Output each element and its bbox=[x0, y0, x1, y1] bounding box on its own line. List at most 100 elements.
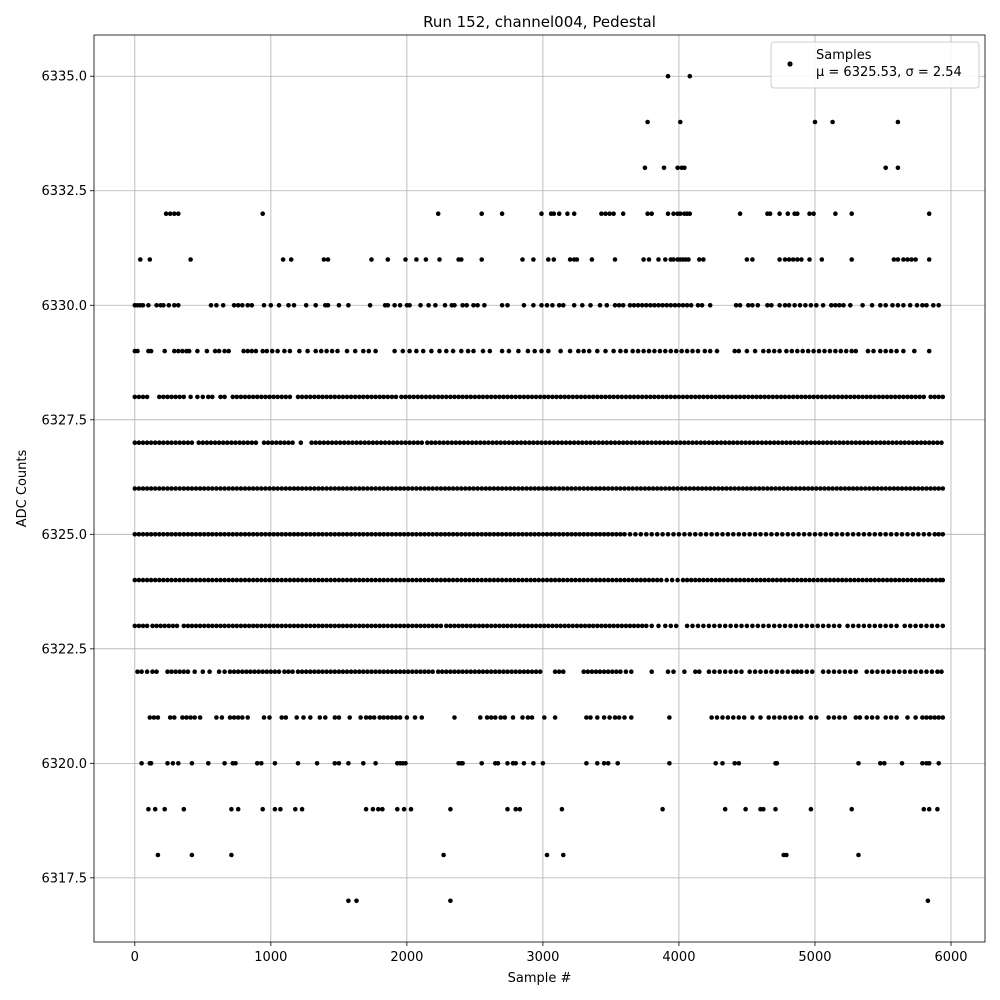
data-point bbox=[185, 669, 191, 674]
data-point bbox=[537, 669, 543, 674]
plot-frame bbox=[93, 34, 986, 943]
data-point bbox=[864, 394, 869, 400]
data-point bbox=[346, 761, 351, 766]
data-point bbox=[703, 486, 709, 491]
data-point bbox=[607, 623, 612, 629]
data-point bbox=[792, 440, 797, 446]
data-point bbox=[619, 623, 625, 629]
data-point bbox=[565, 486, 570, 491]
data-point bbox=[932, 715, 937, 720]
data-point bbox=[324, 394, 329, 400]
data-point bbox=[230, 532, 236, 537]
data-point bbox=[856, 623, 861, 629]
data-point bbox=[172, 211, 177, 216]
data-point bbox=[426, 486, 431, 491]
data-point bbox=[193, 486, 199, 491]
data-point bbox=[279, 486, 285, 491]
data-point bbox=[939, 669, 944, 674]
data-point bbox=[788, 623, 793, 629]
data-point bbox=[193, 532, 199, 537]
data-point bbox=[920, 761, 925, 766]
data-point bbox=[256, 669, 261, 674]
data-point bbox=[782, 577, 788, 583]
data-point bbox=[499, 348, 505, 354]
data-point bbox=[373, 577, 378, 583]
data-point bbox=[393, 532, 399, 537]
data-point bbox=[325, 303, 331, 308]
data-point bbox=[656, 257, 661, 262]
data-point bbox=[880, 577, 886, 583]
data-point bbox=[282, 669, 287, 674]
data-point bbox=[678, 119, 683, 125]
data-point bbox=[858, 486, 864, 491]
data-point bbox=[361, 348, 366, 354]
data-point bbox=[808, 303, 814, 308]
data-point bbox=[548, 577, 554, 583]
data-point bbox=[565, 532, 570, 537]
data-point bbox=[790, 669, 796, 674]
data-point bbox=[508, 577, 513, 583]
data-point bbox=[795, 394, 800, 400]
data-point bbox=[313, 348, 319, 354]
data-point bbox=[324, 486, 329, 491]
data-point bbox=[214, 577, 219, 583]
data-point bbox=[162, 348, 167, 354]
data-point bbox=[826, 669, 831, 674]
data-point bbox=[139, 669, 144, 674]
data-point bbox=[902, 623, 907, 629]
data-point bbox=[335, 348, 340, 354]
data-point bbox=[249, 303, 255, 308]
data-point bbox=[593, 577, 599, 583]
data-point bbox=[623, 394, 629, 400]
data-point bbox=[888, 394, 894, 400]
data-point bbox=[849, 257, 854, 262]
data-point bbox=[771, 715, 777, 720]
data-point bbox=[595, 394, 600, 400]
data-point bbox=[210, 532, 215, 537]
data-point bbox=[856, 852, 861, 858]
data-point bbox=[676, 532, 682, 537]
legend-series-name: Samples bbox=[816, 48, 872, 63]
data-point bbox=[442, 532, 448, 537]
data-point bbox=[926, 532, 932, 537]
data-point bbox=[140, 486, 146, 491]
data-point bbox=[780, 440, 785, 446]
data-point bbox=[312, 577, 317, 583]
data-point bbox=[778, 577, 784, 583]
data-point bbox=[680, 577, 686, 583]
data-point bbox=[453, 440, 459, 446]
data-point bbox=[422, 486, 427, 491]
data-point bbox=[916, 532, 921, 537]
data-point bbox=[781, 486, 786, 491]
data-point bbox=[195, 348, 200, 354]
legend: Samples μ = 6325.53, σ = 2.54 bbox=[770, 41, 980, 89]
data-point bbox=[585, 669, 591, 674]
data-point bbox=[835, 394, 841, 400]
data-point bbox=[240, 715, 245, 720]
data-point bbox=[404, 715, 410, 720]
data-point bbox=[332, 761, 338, 766]
data-point bbox=[782, 303, 788, 308]
data-point bbox=[370, 806, 376, 812]
data-point bbox=[789, 348, 795, 354]
data-point bbox=[693, 532, 698, 537]
data-point bbox=[487, 348, 493, 354]
data-point bbox=[516, 532, 521, 537]
data-point bbox=[460, 303, 465, 308]
data-point bbox=[352, 532, 358, 537]
data-point bbox=[585, 577, 591, 583]
data-point bbox=[516, 348, 521, 354]
data-point bbox=[216, 348, 222, 354]
data-point bbox=[287, 394, 293, 400]
data-point bbox=[185, 577, 191, 583]
data-point bbox=[140, 303, 146, 308]
data-point bbox=[913, 577, 918, 583]
data-point bbox=[803, 577, 808, 583]
data-point bbox=[166, 303, 172, 308]
data-point bbox=[238, 577, 244, 583]
data-point bbox=[612, 303, 618, 308]
data-point bbox=[291, 577, 297, 583]
data-point bbox=[459, 257, 464, 262]
data-point bbox=[940, 532, 946, 537]
data-point bbox=[785, 486, 791, 491]
